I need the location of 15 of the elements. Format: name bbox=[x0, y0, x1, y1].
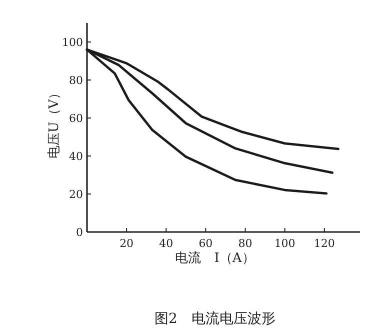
y-tick-label: 100 bbox=[62, 36, 83, 49]
y-tick-label: 20 bbox=[69, 188, 83, 201]
y-tick-label: 60 bbox=[69, 112, 83, 125]
text: 图2 电流电压波形 bbox=[154, 311, 276, 327]
x-tick-label: 60 bbox=[198, 237, 213, 250]
y-tick-label: 0 bbox=[76, 226, 83, 239]
x-tick-label: 100 bbox=[274, 237, 296, 250]
y-tick-label: 80 bbox=[69, 74, 83, 87]
x-tick-label: 120 bbox=[314, 237, 335, 250]
x-axis-title: 电流 I（A） bbox=[175, 250, 255, 266]
y-tick-label: 40 bbox=[69, 150, 83, 163]
x-tick-label: 80 bbox=[238, 237, 252, 250]
y-axis-title: 电压U（V） bbox=[47, 86, 62, 159]
x-tick-label: 20 bbox=[120, 237, 134, 250]
x-tick-label: 40 bbox=[159, 237, 174, 250]
